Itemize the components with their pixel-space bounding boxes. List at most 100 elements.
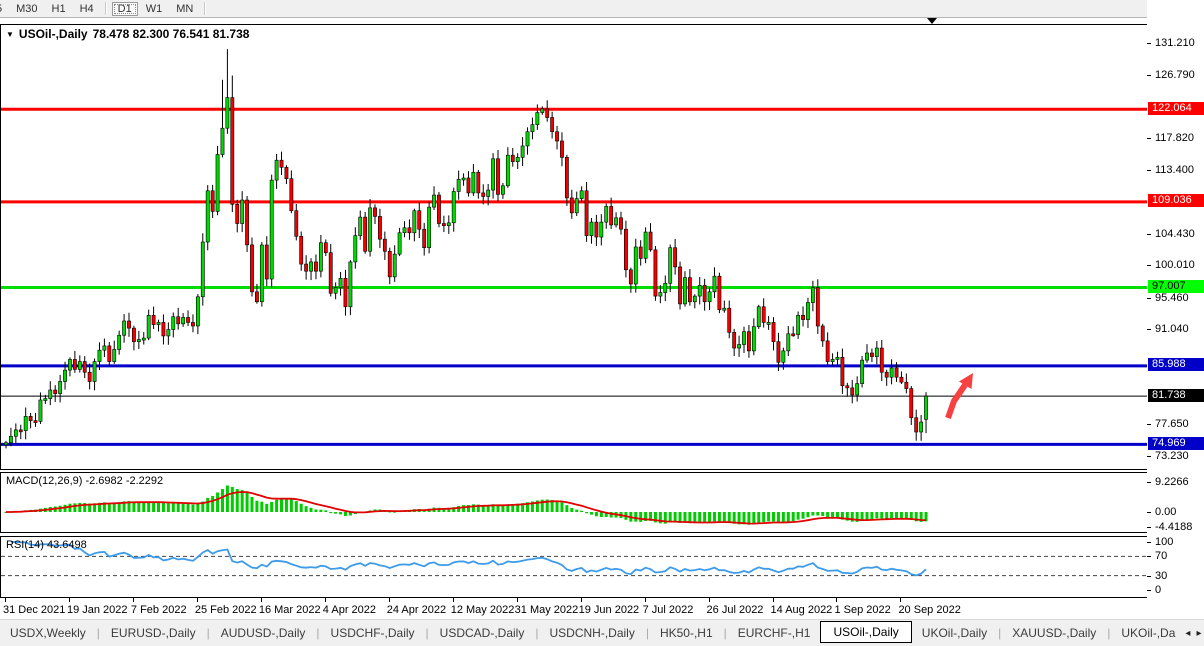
macd-hist-bar <box>594 512 598 517</box>
macd-hist-bar <box>102 502 106 512</box>
macd-hist-bar <box>220 489 224 512</box>
tabs-scroll-left-icon[interactable]: ◂ <box>1185 627 1191 639</box>
timeframe-button-m30[interactable]: M30 <box>16 2 38 15</box>
tab-usoil-daily[interactable]: USOil-,Daily <box>820 621 912 643</box>
candle-up <box>865 352 869 361</box>
tab-usdcnh-daily[interactable]: USDCNH-,Daily <box>549 626 635 640</box>
timeframe-button-h4[interactable]: H4 <box>79 2 94 15</box>
candle-up <box>663 282 668 293</box>
up-arrow-annotation[interactable] <box>945 373 973 419</box>
candle-down <box>496 158 500 195</box>
macd-hist-bar <box>166 503 170 512</box>
tab-eurusd-daily[interactable]: EURUSD-,Daily <box>110 626 196 640</box>
chart-shift-marker-icon[interactable] <box>927 18 937 24</box>
macd-hist-bar <box>388 511 392 513</box>
candlestick-chart[interactable] <box>1 25 1147 469</box>
timeframe-button-5[interactable]: 5 <box>0 2 8 16</box>
candle-up <box>348 261 353 308</box>
tab-usdx-weekly[interactable]: USDX,Weekly <box>10 626 86 640</box>
candle-down <box>210 190 215 212</box>
tab-audusd-daily[interactable]: AUDUSD-,Daily <box>220 626 306 640</box>
candle-down <box>648 231 653 251</box>
macd-hist-bar <box>196 503 200 512</box>
macd-hist-bar <box>117 502 121 512</box>
date-axis[interactable]: 31 Dec 2021 19 Jan 2022 7 Feb 2022 25 Feb 2… <box>0 598 1147 618</box>
candle-down <box>230 97 235 205</box>
candle-up <box>200 241 205 298</box>
candle-up <box>274 159 279 181</box>
tab-xauusd-daily[interactable]: XAUUSD-,Daily <box>1012 626 1097 640</box>
timeframe-button-w1[interactable]: W1 <box>145 2 163 15</box>
price-tick <box>1147 297 1151 299</box>
date-label: 14 Aug 2022 <box>770 604 833 616</box>
candle-up <box>697 285 702 297</box>
candle-up <box>830 359 835 362</box>
candle-down <box>28 416 33 421</box>
tab-usdchf-daily[interactable]: USDCHF-,Daily <box>330 626 415 640</box>
symbol-dropdown-icon[interactable]: ▼ <box>6 29 14 39</box>
price-tick-label: 126.790 <box>1155 68 1195 81</box>
candle-up <box>427 206 432 249</box>
candle-down <box>82 361 87 373</box>
toolbar-separator <box>204 2 207 15</box>
tab-usdcad-daily[interactable]: USDCAD-,Daily <box>439 626 525 640</box>
macd-hist-bar <box>890 512 894 519</box>
tab-ukoil-da[interactable]: UKOil-,Da <box>1121 626 1176 640</box>
macd-hist-bar <box>466 505 470 512</box>
candle-up <box>38 399 43 422</box>
timeframe-toolbar: 5 M30 H1 H4 D1 W1 MN <box>0 0 1204 18</box>
candle-up <box>574 198 579 214</box>
price-tag-109.036: 109.036 <box>1148 194 1204 208</box>
tab-separator: | <box>535 626 539 640</box>
tabs-scroll-right-icon[interactable]: ▸ <box>1196 627 1202 639</box>
macd-hist-bar <box>649 512 653 521</box>
candle-down <box>609 206 614 226</box>
candle-down <box>687 277 692 303</box>
macd-hist-bar <box>752 512 756 525</box>
price-tag-74.969: 74.969 <box>1148 436 1204 450</box>
price-tick-label: 117.820 <box>1155 132 1194 145</box>
macd-hist-bar <box>644 512 648 522</box>
main-chart-panel[interactable]: ▼ USOil-,Daily 78.478 82.300 76.541 81.7… <box>0 24 1148 470</box>
candle-down <box>545 108 550 118</box>
macd-hist-bar <box>235 489 239 512</box>
macd-panel[interactable]: MACD(12,26,9) -2.6982 -2.2292 <box>0 472 1148 533</box>
candle-down <box>294 210 299 237</box>
candle-down <box>53 389 58 394</box>
macd-hist-bar <box>865 512 869 521</box>
candle-down <box>87 371 92 382</box>
timeframe-button-d1[interactable]: D1 <box>111 1 138 16</box>
rsi-panel[interactable]: RSI(14) 43.6498 <box>0 536 1148 598</box>
macd-hist-bar <box>653 512 657 523</box>
macd-hist-bar <box>481 505 485 512</box>
macd-hist-bar <box>776 512 780 523</box>
macd-hist-bar <box>240 490 244 512</box>
candle-down <box>18 429 23 433</box>
tab-hk50-h1[interactable]: HK50-,H1 <box>659 626 713 640</box>
macd-hist-bar <box>334 512 338 514</box>
candle-down <box>510 154 515 162</box>
tab-eurchf-h1[interactable]: EURCHF-,H1 <box>737 626 811 640</box>
candle-up <box>579 190 584 199</box>
date-tick <box>260 598 262 602</box>
macd-hist-bar <box>575 509 579 512</box>
tab-separator: | <box>316 626 320 640</box>
timeframe-button-mn[interactable]: MN <box>176 2 194 15</box>
toolbar-separator <box>104 2 107 15</box>
candle-down <box>314 261 318 272</box>
candle-up <box>220 127 225 155</box>
macd-hist-bar <box>585 512 589 514</box>
macd-hist-bar <box>491 504 495 512</box>
candle-up <box>766 322 771 325</box>
macd-hist-bar <box>658 512 662 524</box>
tab-separator: | <box>645 626 649 640</box>
timeframe-button-h1[interactable]: H1 <box>51 2 66 15</box>
candle-up <box>756 306 761 327</box>
date-tick <box>132 598 134 602</box>
candle-down <box>279 159 284 168</box>
price-axis[interactable]: 131.210 126.790 117.820 113.400 104.430 100.0… <box>1147 0 1204 645</box>
tab-ukoil-daily[interactable]: UKOil-,Daily <box>921 626 988 640</box>
price-tick-label: 73.230 <box>1155 449 1189 462</box>
candle-up <box>225 97 230 129</box>
macd-hist-bar <box>284 498 288 512</box>
